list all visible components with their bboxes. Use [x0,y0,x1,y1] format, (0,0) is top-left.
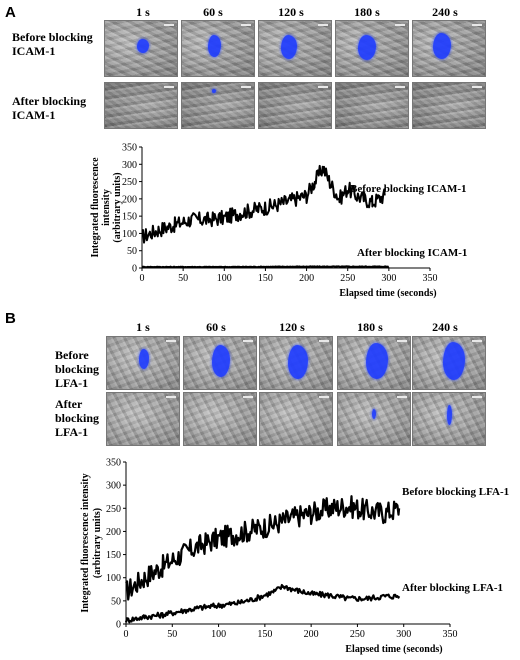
x-tick-label: 300 [396,629,411,640]
row-label-before-lfa: Before blocking LFA-1 [55,348,100,390]
time-label: 240 s [432,5,458,19]
panel-a-letter: A [5,4,16,21]
y-tick-label: 100 [106,573,121,584]
time-label: 60 s [206,320,226,334]
time-label: 1 s [136,5,150,19]
micrograph-before-icam-180s [335,20,409,77]
micrograph-before-lfa-60s [183,336,257,390]
y-tick-label: 50 [111,596,121,607]
y-axis-label: (arbitrary units) [112,172,123,242]
y-tick-label: 150 [106,550,121,561]
x-tick-label: 0 [140,273,145,284]
series-label: Before blocking ICAM-1 [350,183,467,195]
x-tick-label: 200 [304,629,319,640]
micrograph-after-icam-1s [104,82,178,129]
x-axis-label: Elapsed time (seconds) [339,288,436,299]
micrograph-before-icam-60s [181,20,255,77]
time-label: 180 s [354,5,380,19]
y-tick-label: 200 [106,527,121,538]
time-label: 120 s [279,320,305,334]
chart-icam: 0 50 100 150 200 250 300 350 0 50 100 150 200 250 300 3… [90,143,467,300]
micrograph-after-icam-120s [258,82,332,129]
micrograph-before-lfa-1s [106,336,180,390]
series-line [124,583,401,624]
x-tick-label: 350 [423,273,438,284]
time-label: 1 s [136,320,150,334]
x-tick-label: 150 [257,629,272,640]
x-tick-label: 300 [381,273,396,284]
micrograph-before-icam-120s [258,20,332,77]
chart-lfa: 0 50 100 150 200 250 300 350 0 50 100 150 200 250 300 3… [80,458,509,656]
x-tick-label: 50 [167,629,177,640]
x-tick-label: 100 [211,629,226,640]
chart-lfa-plot: 0 50 100 150 200 250 300 350 0 50 100 150 200 250 300 3… [80,458,509,656]
y-tick-label: 0 [116,620,121,631]
micrograph-before-icam-1s [104,20,178,77]
y-tick-label: 150 [122,212,137,223]
series-label: Before blocking LFA-1 [402,486,509,498]
x-axis-label: Elapsed time (seconds) [345,644,442,655]
time-label: 240 s [432,320,458,334]
row-label-after-lfa: After blocking LFA-1 [55,397,100,439]
y-axis-label: Integrated fluorescence intensity [80,473,91,612]
panel-b-letter: B [5,310,16,327]
y-axis-label: (arbitrary units) [92,508,103,578]
micrograph-after-lfa-60s [183,392,257,446]
y-tick-label: 250 [122,177,137,188]
micrograph-before-lfa-180s [337,336,411,390]
micrograph-after-icam-180s [335,82,409,129]
micrograph-before-icam-240s [412,20,486,77]
y-tick-label: 0 [132,264,137,275]
x-tick-label: 250 [350,629,365,640]
row-label-after-icam: After blocking ICAM-1 [12,94,87,122]
y-axis-label: intensity [101,189,112,226]
y-tick-label: 100 [122,229,137,240]
micrograph-after-lfa-1s [106,392,180,446]
y-axis-label: Integrated fluorescence [90,157,101,258]
series-line [125,495,401,601]
y-tick-label: 250 [106,504,121,515]
y-tick-label: 350 [106,458,121,469]
x-tick-label: 100 [217,273,232,284]
micrograph-before-lfa-120s [259,336,333,390]
series-label: After blocking LFA-1 [402,582,503,594]
time-label: 180 s [357,320,383,334]
y-tick-label: 300 [122,160,137,171]
x-tick-label: 0 [124,629,129,640]
micrograph-after-lfa-180s [337,392,411,446]
x-tick-label: 150 [258,273,273,284]
time-label: 120 s [278,5,304,19]
time-label: 60 s [203,5,223,19]
series-line [141,164,386,244]
y-tick-label: 50 [127,246,137,257]
series-label: After blocking ICAM-1 [357,247,467,259]
series-line [141,265,390,269]
micrograph-after-lfa-240s [412,392,486,446]
micrograph-after-icam-60s [181,82,255,129]
chart-icam-plot: 0 50 100 150 200 250 300 350 0 50 100 150 200 250 300 3… [90,143,467,300]
y-tick-label: 350 [122,143,137,154]
micrograph-after-icam-240s [412,82,486,129]
x-tick-label: 250 [340,273,355,284]
row-label-before-icam: Before blocking ICAM-1 [12,30,93,58]
x-tick-label: 350 [443,629,458,640]
y-tick-label: 300 [106,481,121,492]
micrograph-before-lfa-240s [412,336,486,390]
micrograph-after-lfa-120s [259,392,333,446]
y-tick-label: 200 [122,194,137,205]
x-tick-label: 200 [299,273,314,284]
x-tick-label: 50 [178,273,188,284]
